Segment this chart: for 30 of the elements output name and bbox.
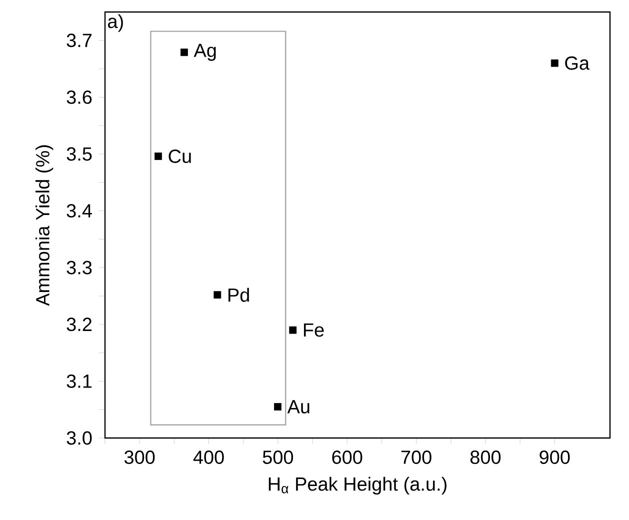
annotation: Ag xyxy=(194,44,216,61)
annotation: a) xyxy=(108,14,123,32)
y-tick-label: 3.1 xyxy=(66,374,92,388)
point xyxy=(214,291,222,299)
x-tick-label: 300 xyxy=(124,450,155,464)
annotation: Fe xyxy=(304,323,324,337)
x-tick-label: 700 xyxy=(401,450,432,464)
x-tick-label: 900 xyxy=(540,450,570,464)
x-tick-label: 500 xyxy=(262,450,294,464)
x-tick-label: 600 xyxy=(332,450,362,464)
point xyxy=(154,152,162,160)
point xyxy=(550,59,558,67)
x-tick-label: 400 xyxy=(193,450,224,464)
y-tick-label: 3.0 xyxy=(66,431,92,445)
point xyxy=(274,403,282,410)
point xyxy=(289,326,297,334)
point xyxy=(180,48,188,56)
x-axis-title: H$_{α}$ Peak Height (a.u.) xyxy=(268,476,446,495)
y-tick-label: 3.2 xyxy=(66,318,92,332)
y-tick-label: 3.6 xyxy=(66,90,92,104)
annotation: Au xyxy=(287,400,310,414)
annotation: Ga xyxy=(565,56,590,70)
y-axis-title: Ammonia Yield (%) xyxy=(35,145,54,306)
annotation: Cu xyxy=(168,150,191,163)
y-tick-label: 3.4 xyxy=(66,204,92,218)
y-tick-label: 3.5 xyxy=(66,147,92,161)
y-tick-label: 3.7 xyxy=(66,34,92,48)
x-tick-label: 800 xyxy=(470,450,501,464)
y-tick-label: 3.3 xyxy=(66,260,92,274)
annotation: Pd xyxy=(228,288,249,302)
